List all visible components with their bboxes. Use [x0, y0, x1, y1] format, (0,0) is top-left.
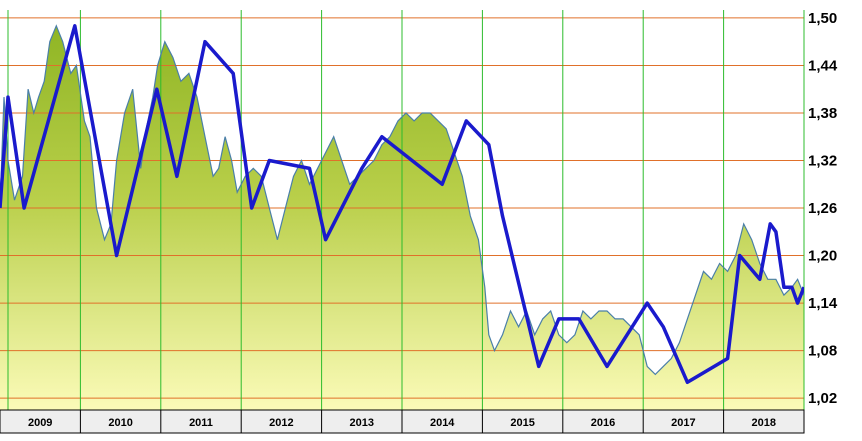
x-tick-label: 2018	[752, 417, 776, 429]
y-tick-label: 1,38	[808, 105, 837, 122]
series-lines	[0, 24, 804, 385]
y-tick-label: 1,32	[808, 152, 837, 169]
x-axis-ticks: 2009 2010 2011 2012 2013 2014 2015 2016 2017 2018	[28, 410, 805, 433]
x-tick-label: 2012	[269, 417, 293, 429]
y-tick-label: 1,02	[808, 390, 837, 407]
y-tick-label: 1,26	[808, 200, 837, 217]
y-tick-label: 1,44	[808, 57, 838, 74]
y-tick-label: 1,14	[808, 295, 838, 312]
y-tick-label: 1,50	[808, 10, 837, 27]
x-tick-label: 2009	[28, 417, 52, 429]
x-tick-label: 2014	[430, 417, 455, 429]
vertical-gridlines	[7, 10, 805, 410]
trend-line	[0, 24, 804, 385]
x-tick-label: 2015	[510, 417, 534, 429]
y-axis-ticks: 1,02 1,08 1,14 1,20 1,26 1,32 1,38 1,44 1,50	[808, 10, 838, 407]
y-tick-label: 1,20	[808, 248, 837, 265]
x-tick-label: 2011	[189, 417, 213, 429]
y-tick-label: 1,08	[808, 343, 837, 360]
x-tick-label: 2016	[591, 417, 615, 429]
x-tick-label: 2013	[350, 417, 374, 429]
x-tick-label: 2010	[108, 417, 132, 429]
x-tick-label: 2017	[671, 417, 695, 429]
